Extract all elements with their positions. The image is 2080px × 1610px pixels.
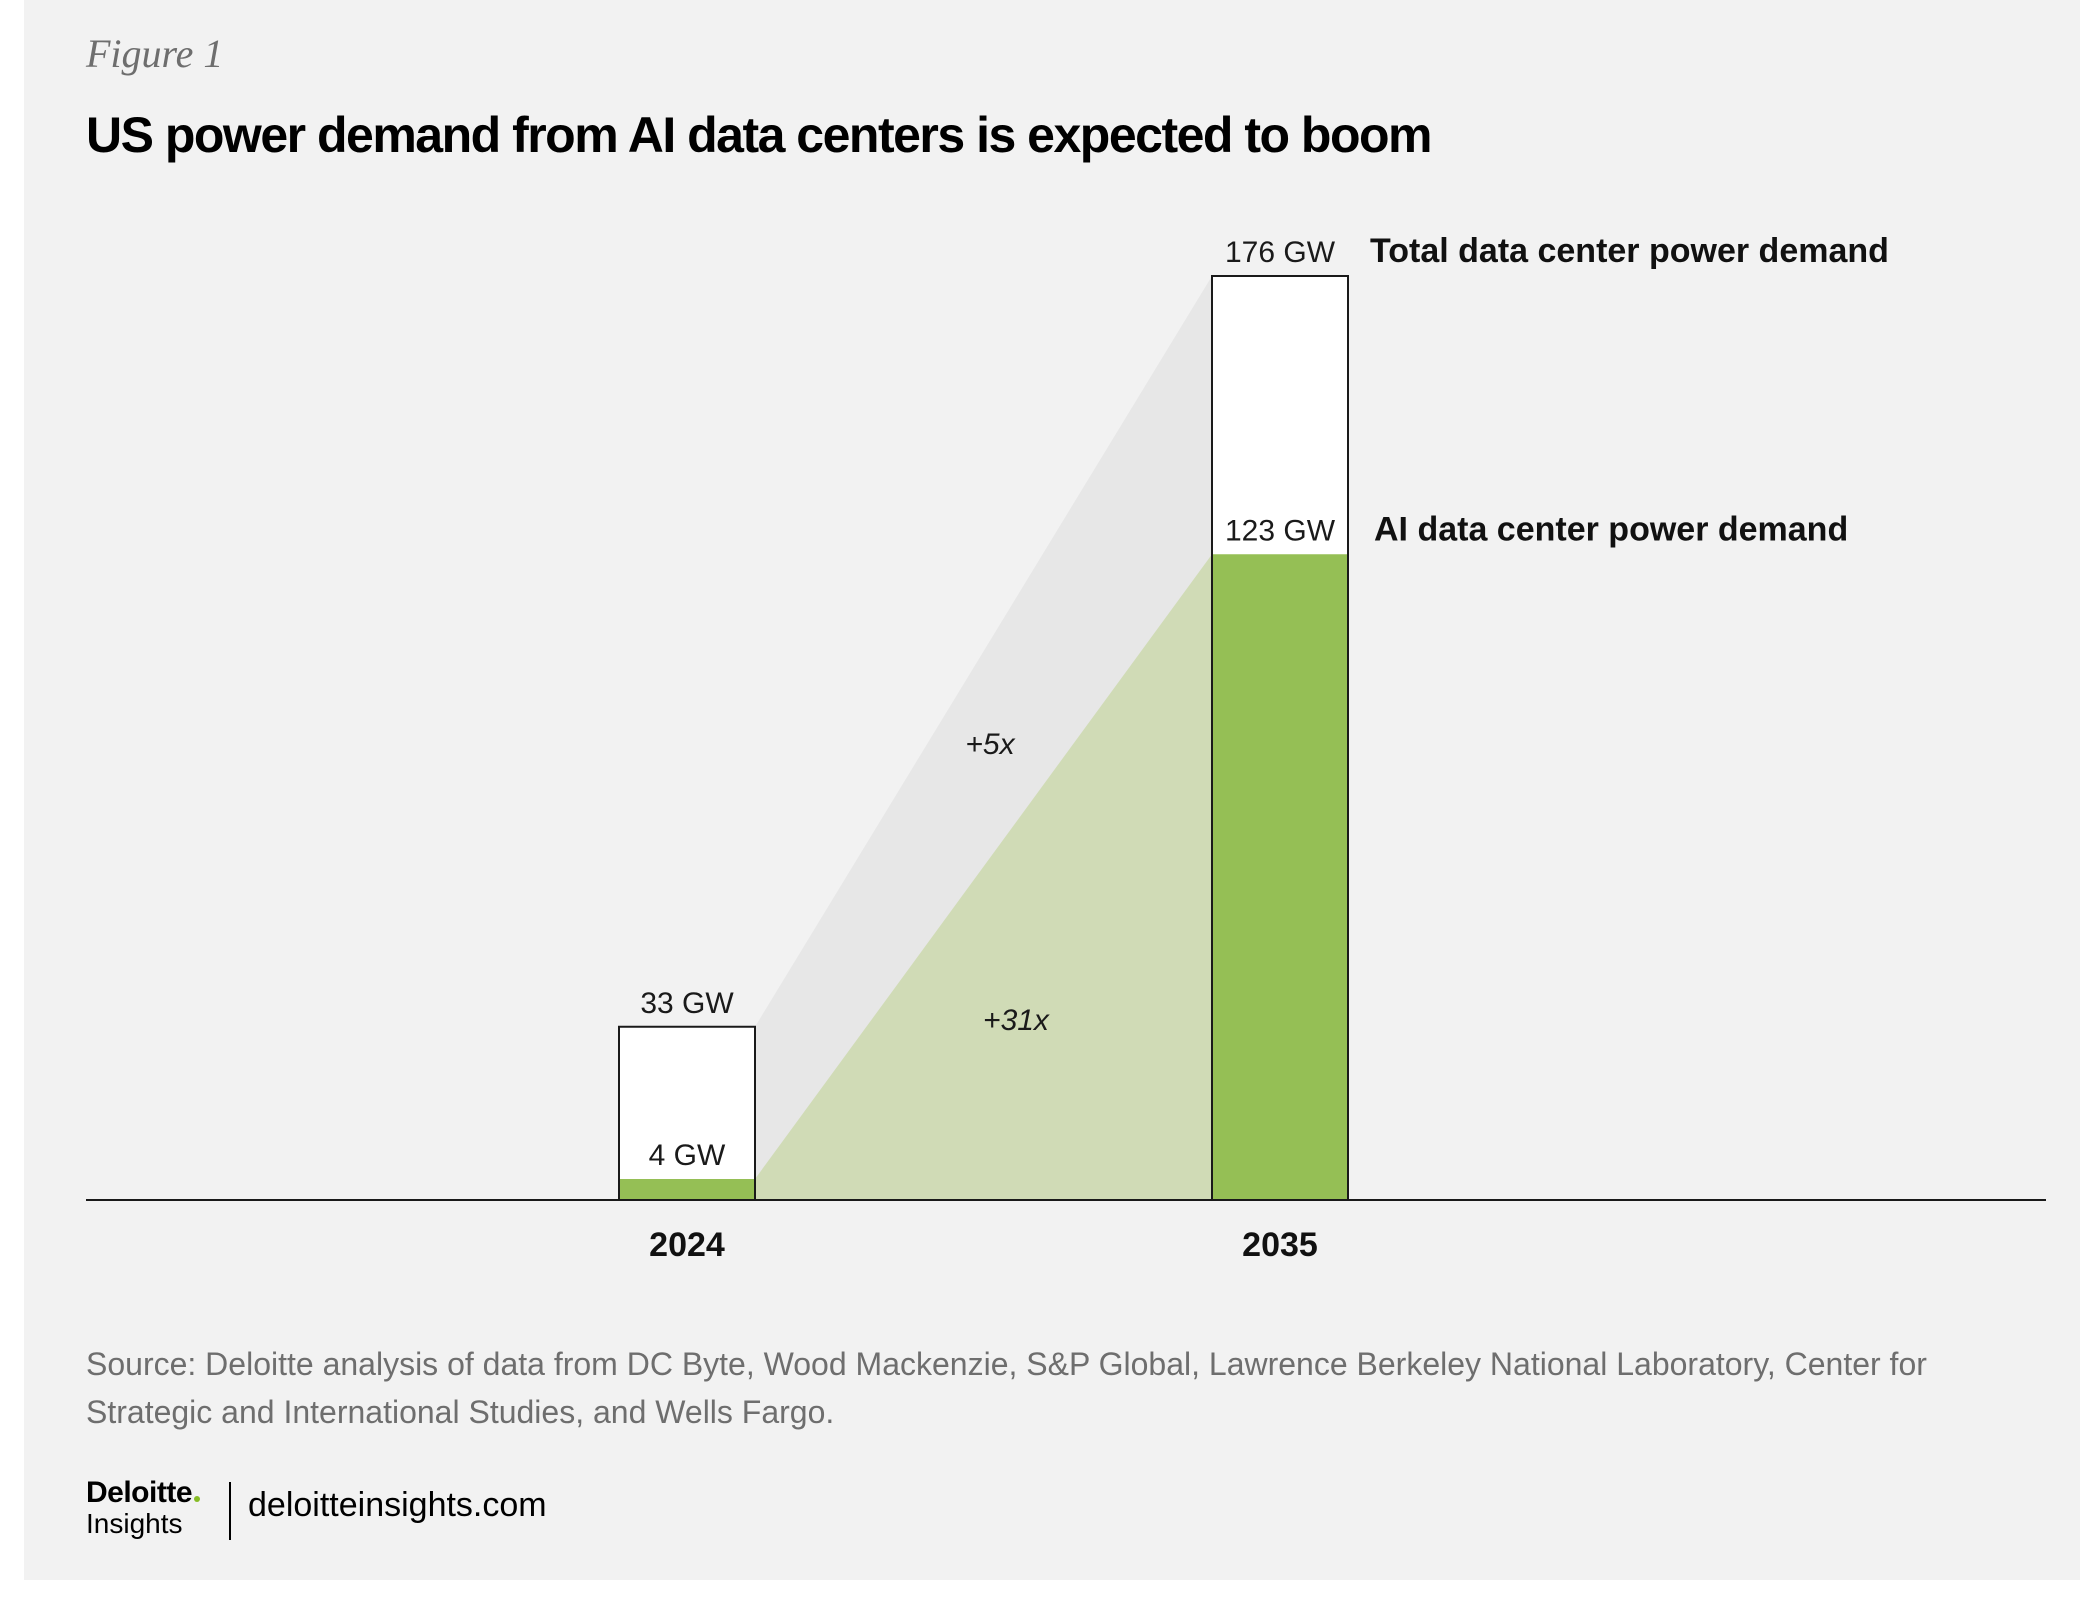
logo-divider [229, 1482, 231, 1540]
legend-total-label: Total data center power demand [1370, 232, 1889, 270]
deloitte-logo: Deloitte Insights [86, 1476, 216, 1546]
x-tick-label-2024: 2024 [649, 1226, 725, 1264]
x-tick-label-2035: 2035 [1242, 1226, 1318, 1264]
growth-bands [755, 276, 1212, 1200]
chart-title: US power demand from AI data centers is … [86, 107, 1433, 163]
ai-value-label-2035: 123 GW [1225, 514, 1336, 547]
logo-subtitle: Insights [86, 1508, 183, 1539]
total-bar-2024 [619, 1026, 755, 1200]
source-note: Source: Deloitte analysis of data from D… [86, 1346, 1927, 1430]
chart: 33 GW 4 GW 2024 176 GW 123 GW 2035 Total data … [86, 232, 2046, 1264]
ai-bar-2035 [1212, 554, 1348, 1200]
figure-label: Figure 1 [86, 31, 224, 76]
ai-bar-2024 [619, 1179, 755, 1200]
chart-labels: 33 GW 4 GW 2024 176 GW 123 GW 2035 Total data … [640, 232, 1889, 1264]
figure-card: Figure 1 US power demand from AI data ce… [24, 0, 2080, 1580]
site-url[interactable]: deloitteinsights.com [248, 1486, 547, 1524]
logo-wordmark: Deloitte [86, 1476, 201, 1510]
legend-ai-label: AI data center power demand [1374, 510, 1848, 548]
total-growth-annotation: +5x [965, 728, 1015, 761]
total-value-label-2024: 33 GW [640, 987, 734, 1020]
ai-growth-annotation: +31x [983, 1004, 1050, 1037]
logo-dot-icon [194, 1496, 201, 1502]
bars [618, 275, 1349, 1201]
ai-value-label-2024: 4 GW [649, 1139, 726, 1172]
ai-growth-band [755, 554, 1212, 1200]
total-value-label-2035: 176 GW [1225, 236, 1336, 269]
